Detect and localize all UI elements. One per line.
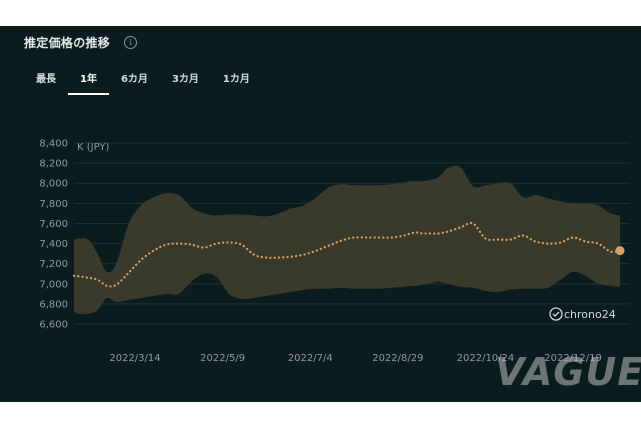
mean-price-series — [72, 221, 622, 288]
x-tick-label: 2022/12/19 — [544, 353, 602, 364]
y-tick-label: 6,600 — [39, 320, 68, 331]
y-tick-label: 8,200 — [39, 159, 68, 170]
tab-3-months[interactable]: 3カ月 — [171, 74, 199, 85]
panel-header: 推定価格の推移 i — [24, 34, 138, 51]
bottom-background — [0, 402, 641, 427]
price-range-band — [74, 165, 620, 315]
y-tick-label: 7,000 — [39, 279, 68, 290]
x-tick-label: 2022/7/4 — [288, 353, 333, 364]
price-chart[interactable]: 6,600 6,800 7,000 7,200 7,400 7,600 7,800 8,000… — [0, 26, 641, 402]
y-tick-label: 7,600 — [39, 219, 68, 230]
tab-longest[interactable]: 最長 — [36, 74, 56, 85]
y-tick-label: 6,800 — [39, 299, 68, 310]
chrono24-logo-text: chrono24 — [564, 308, 616, 321]
tab-1-year[interactable]: 1年 — [68, 64, 109, 95]
y-tick-label: 7,200 — [39, 259, 68, 270]
x-tick-label: 2022/5/9 — [200, 353, 245, 364]
x-tick-label: 2022/3/14 — [109, 353, 160, 364]
chrono24-logo: chrono24 — [549, 307, 616, 321]
info-icon[interactable]: i — [124, 36, 138, 49]
y-tick-label: 8,000 — [39, 179, 68, 190]
x-tick-label: 2022/8/29 — [372, 353, 423, 364]
y-tick-label: 7,800 — [39, 199, 68, 210]
price-history-panel: 推定価格の推移 i 最長 1年 6カ月 3カ月 1カ月 6,600 6,800 7,… — [0, 26, 641, 402]
x-axis-ticks: 2022/3/14 2022/5/9 2022/7/4 2022/8/29 2022/1… — [109, 353, 602, 364]
period-tabs: 最長 1年 6カ月 3カ月 1カ月 — [24, 64, 262, 95]
y-tick-label: 8,400 — [39, 139, 68, 150]
y-axis-ticks: 6,600 6,800 7,000 7,200 7,400 7,600 7,800 8,000… — [39, 139, 68, 331]
y-axis-label: K (JPY) — [77, 142, 110, 153]
chrono24-logo-icon — [549, 307, 563, 321]
tab-6-months[interactable]: 6カ月 — [120, 74, 148, 85]
top-background — [0, 0, 641, 26]
mean-price-line — [72, 221, 622, 288]
latest-price-marker[interactable] — [615, 246, 625, 256]
vague-watermark: VAGUE — [495, 350, 641, 394]
x-tick-label: 2022/10/24 — [457, 353, 515, 364]
y-tick-label: 7,400 — [39, 239, 68, 250]
tab-1-month[interactable]: 1カ月 — [222, 74, 250, 85]
panel-title: 推定価格の推移 — [24, 36, 111, 50]
